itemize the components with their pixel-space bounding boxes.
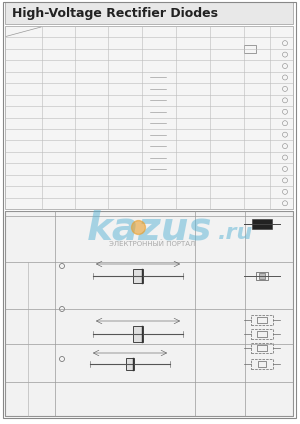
Bar: [259, 273, 265, 279]
Bar: [251, 343, 273, 353]
Bar: [251, 315, 273, 325]
Bar: [244, 45, 256, 53]
Text: High-Voltage Rectifier Diodes: High-Voltage Rectifier Diodes: [12, 6, 218, 20]
Bar: [126, 358, 134, 370]
Bar: [257, 317, 267, 323]
Text: ЭЛЕКТРОННЫЙ ПОРТАЛ: ЭЛЕКТРОННЫЙ ПОРТАЛ: [109, 241, 195, 247]
Bar: [257, 345, 267, 351]
Bar: [258, 361, 266, 367]
Text: kazus: kazus: [87, 210, 213, 248]
Text: .ru: .ru: [218, 223, 254, 243]
Bar: [256, 272, 268, 280]
Bar: [257, 331, 267, 337]
Bar: [133, 269, 143, 283]
Bar: [133, 326, 143, 342]
Bar: [5, 211, 293, 416]
Bar: [251, 359, 273, 369]
Bar: [5, 26, 293, 209]
Bar: [251, 329, 273, 339]
Bar: [252, 219, 272, 229]
Bar: [5, 2, 293, 24]
